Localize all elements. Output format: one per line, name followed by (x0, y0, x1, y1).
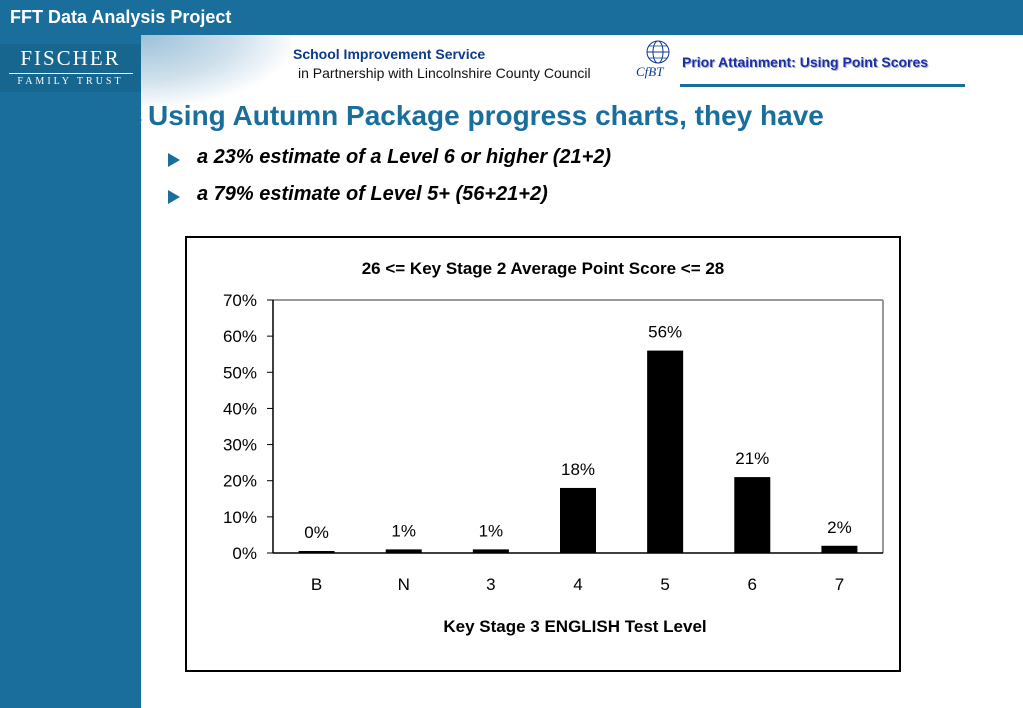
bullet-text: a 79% estimate of Level 5+ (56+21+2) (197, 183, 548, 205)
bar (298, 551, 335, 553)
x-axis-label: Key Stage 3 ENGLISH Test Level (443, 617, 706, 636)
double-arrow-icon (119, 111, 142, 129)
y-tick-label: 30% (223, 436, 257, 455)
bar-data-label: 2% (827, 518, 852, 537)
bullet-item: a 79% estimate of Level 5+ (56+21+2) (168, 183, 688, 211)
bar (821, 545, 858, 553)
slide-heading: Using Autumn Package progress charts, th… (148, 100, 824, 131)
chart-frame: 26 <= Key Stage 2 Average Point Score <=… (185, 236, 901, 672)
y-tick-label: 10% (223, 508, 257, 527)
x-tick-label: 3 (486, 575, 495, 594)
section-banner: Prior Attainment: Using Point Scores (682, 54, 929, 70)
bar-data-label: 21% (735, 449, 769, 468)
bar-data-label: 1% (479, 521, 504, 540)
bullet-item: a 23% estimate of a Level 6 or higher (2… (168, 146, 688, 174)
bullet-text: a 23% estimate of a Level 6 or higher (2… (197, 146, 612, 168)
bar (560, 487, 596, 553)
bar-data-label: 56% (648, 323, 682, 342)
bar (385, 549, 422, 553)
chart-title: 26 <= Key Stage 2 Average Point Score <=… (362, 259, 725, 278)
partner-line-2: in Partnership with Lincolnshire County … (298, 65, 591, 81)
fischer-family-trust-logo: FISCHER FAMILY TRUST (0, 44, 141, 92)
bar (647, 350, 684, 553)
y-tick-label: 50% (223, 363, 257, 382)
cfbt-logo: CfBT (636, 38, 676, 86)
bar-data-label: 1% (391, 521, 416, 540)
bar (734, 477, 771, 553)
cfbt-logo-text: CfBT (636, 64, 664, 79)
x-tick-label: 4 (573, 575, 582, 594)
x-tick-label: 5 (660, 575, 669, 594)
y-tick-label: 20% (223, 472, 257, 491)
globe-icon (646, 40, 670, 64)
x-tick-label: 7 (835, 575, 844, 594)
x-tick-label: N (398, 575, 410, 594)
project-title: FFT Data Analysis Project (10, 7, 232, 27)
y-tick-label: 40% (223, 399, 257, 418)
x-tick-label: 6 (748, 575, 757, 594)
triangle-bullet-icon (168, 190, 180, 204)
triangle-bullet-icon (168, 153, 180, 167)
header-swoosh (141, 35, 291, 105)
y-tick-label: 0% (232, 544, 257, 563)
y-tick-label: 60% (223, 327, 257, 346)
x-tick-label: B (311, 575, 322, 594)
partner-line-1: School Improvement Service (293, 46, 486, 62)
logo-main-text: FISCHER (20, 46, 121, 70)
y-tick-label: 70% (223, 291, 257, 310)
banner-underline (680, 84, 965, 87)
logo-sub-text: FAMILY TRUST (17, 76, 124, 87)
logo-divider (8, 73, 133, 74)
sidebar (0, 35, 141, 708)
bar-data-label: 18% (561, 460, 595, 479)
bar-data-label: 0% (304, 523, 329, 542)
bar-chart: 26 <= Key Stage 2 Average Point Score <=… (223, 259, 884, 636)
bar (472, 549, 509, 553)
title-bar: FFT Data Analysis Project (0, 0, 1023, 35)
